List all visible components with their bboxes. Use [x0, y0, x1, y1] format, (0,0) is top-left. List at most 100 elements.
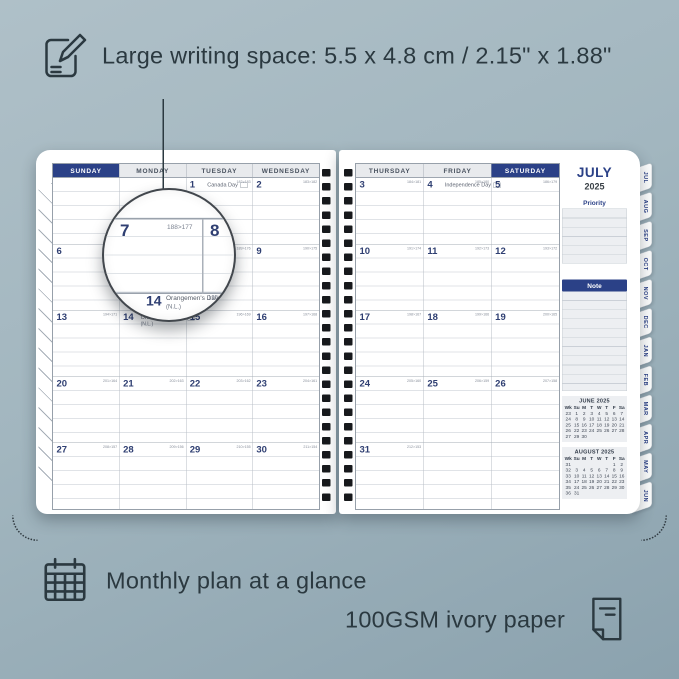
mini-day: 11 — [581, 473, 587, 479]
calendar-day-cell: 13 194>171 — [53, 310, 120, 377]
grid-line — [104, 218, 234, 220]
binding-hole — [344, 493, 353, 501]
binding-hole — [344, 479, 353, 487]
feature-annotation-paper: 100GSM ivory paper — [345, 592, 627, 646]
mini-day: 2 — [620, 461, 624, 468]
calendar-day-cell: 20 201>164 — [53, 376, 120, 443]
calendar-grid-icon — [38, 554, 92, 606]
mini-day: 27 — [596, 484, 602, 491]
mini-day: 9 — [582, 416, 586, 423]
binding-hole — [322, 380, 331, 389]
paper-icon — [579, 592, 627, 646]
callout-connector-line — [162, 99, 164, 189]
binding-hole — [322, 366, 331, 374]
day-number: 21 — [123, 378, 134, 389]
day-of-year-code: 186>179 — [542, 180, 558, 184]
mini-day: 6 — [612, 410, 616, 417]
mini-day: 10 — [589, 416, 595, 423]
binding-hole — [344, 324, 353, 332]
mini-day: 12 — [604, 416, 610, 423]
binding-hole — [322, 267, 331, 276]
binding-hole — [344, 465, 353, 473]
binding-hole — [322, 493, 331, 501]
calendar-week-row: 31 212>153 — [356, 442, 560, 509]
mini-col-header: Wk — [564, 405, 572, 411]
mini-col-header: M — [582, 456, 587, 462]
binding-hole — [344, 295, 353, 304]
day-header-saturday: SATURDAY — [491, 164, 560, 177]
magnified-day-code: 195>170 — [208, 294, 232, 301]
mini-day — [618, 434, 626, 440]
mini-day: 23 — [581, 428, 587, 434]
month-tab-label: DEC — [642, 315, 649, 329]
mini-col-header: Su — [573, 405, 580, 411]
binding-hole — [344, 366, 353, 374]
day-number: 5 — [495, 179, 501, 191]
planner-sidebar: JULY 2025 Priority Note JUNE 2025 Wk Su M T W… — [562, 163, 627, 511]
binding-hole — [322, 239, 331, 248]
binding-hole — [344, 394, 353, 403]
mini-col-header: Su — [573, 456, 580, 462]
day-of-year-code: 194>171 — [103, 312, 118, 317]
mini-day: 36 — [565, 490, 571, 497]
calendar-day-cell: 31 212>153 — [356, 443, 424, 509]
calendar-day-cell: 28 209>156 — [119, 443, 187, 509]
mini-day: 18 — [596, 422, 602, 428]
calendar-day-cell — [423, 443, 492, 509]
mini-day: 18 — [581, 479, 587, 485]
priority-lines-box — [562, 208, 627, 264]
mini-calendar-title: AUGUST 2025 — [574, 449, 615, 455]
magnified-day-number: 14 — [146, 293, 162, 309]
priority-label: Priority — [583, 199, 606, 207]
magnified-holiday-label: Orangemen's Day — [166, 294, 219, 302]
binding-hole — [322, 310, 331, 318]
binding-hole — [322, 451, 331, 459]
binding-hole — [344, 197, 353, 205]
mini-calendar-grid: Wk Su M T W T F Sa 23 1 2 3 4 5 6 7 24 8 9 10 11 12 13 14 25 15 16… — [564, 405, 626, 440]
mini-col-header: Wk — [564, 456, 572, 462]
mini-day: 10 — [574, 473, 580, 479]
calendar-day-cell: 11 192>173 — [423, 244, 492, 311]
mini-day: 23 — [619, 479, 625, 485]
mini-day: 3 — [590, 410, 593, 417]
day-number: 15 — [189, 312, 201, 323]
calendar-day-cell: 29 210>155 — [186, 443, 253, 509]
writing-lines — [104, 200, 234, 293]
flag-icon — [240, 182, 248, 188]
mini-day: 14 — [604, 473, 610, 479]
mini-day: 8 — [575, 416, 578, 423]
mini-day: 1 — [612, 461, 616, 468]
mini-day: 1 — [575, 410, 578, 417]
day-number: 9 — [256, 245, 262, 257]
day-number: 17 — [359, 312, 371, 323]
calendar-day-cell — [491, 443, 560, 509]
mini-day: 35 — [565, 484, 571, 491]
month-tab-label: JAN — [642, 344, 649, 358]
month-tab-label: APR — [642, 431, 649, 445]
binding-hole — [344, 338, 353, 346]
calendar-day-cell: 15 196>169 — [186, 310, 253, 377]
binding-hole — [322, 465, 331, 473]
mini-day: 2 — [582, 410, 586, 417]
binding-hole — [344, 183, 353, 191]
mini-day: 14 — [619, 416, 625, 423]
binding-hole — [322, 436, 331, 445]
holiday-sublabel: (N.L.) — [140, 321, 154, 328]
mini-day: 9 — [620, 467, 624, 474]
calendar-week-row: 20 201>164 21 202>163 22 203>162 23 204>161 — [53, 376, 319, 443]
mini-day: 20 — [611, 422, 617, 428]
magnified-day-number: 8 — [210, 221, 220, 240]
day-number: 11 — [427, 245, 438, 257]
binding-hole — [344, 211, 353, 219]
mini-day: 30 — [581, 433, 587, 440]
mini-day: 27 — [611, 428, 617, 434]
mini-day — [588, 434, 596, 440]
day-number: 3 — [359, 179, 365, 191]
planner-right-page: THURSDAY FRIDAY SATURDAY 3 184>181 4 185>180 In… — [339, 150, 640, 514]
mini-day: 7 — [620, 410, 624, 417]
binding-hole — [344, 352, 353, 360]
magnified-holiday-sub: (N.L.) — [166, 303, 181, 310]
mini-day: 24 — [574, 484, 580, 491]
day-number: 16 — [256, 312, 267, 323]
